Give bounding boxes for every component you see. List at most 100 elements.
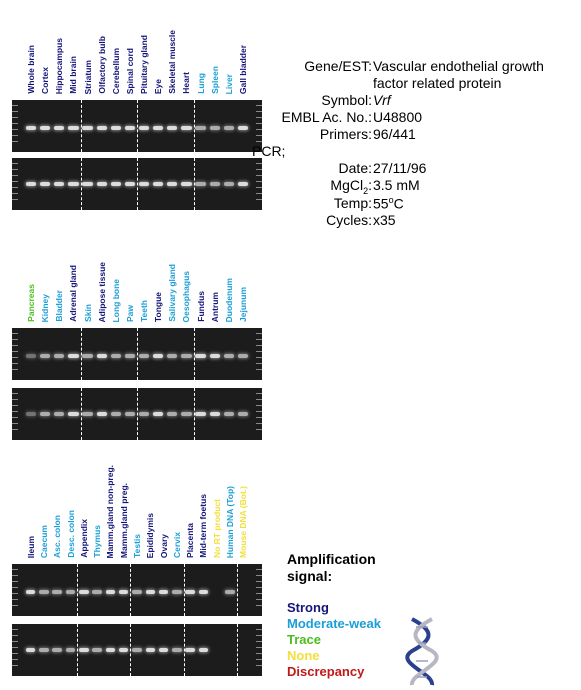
lane-divider bbox=[80, 328, 82, 380]
pcr-band bbox=[124, 412, 135, 416]
primers-value: 96/441 bbox=[373, 126, 416, 142]
panel-1: Whole brain Cortex Hippocampus Mid brain Str… bbox=[12, 2, 262, 212]
lane-divider bbox=[236, 624, 238, 676]
pcr-band bbox=[185, 648, 195, 652]
lane-divider bbox=[80, 158, 82, 210]
pcr-band bbox=[209, 412, 220, 416]
ladder-marker bbox=[12, 564, 18, 616]
lane-label: Striatum bbox=[82, 59, 93, 94]
lane-label: Asc. colon bbox=[52, 515, 63, 558]
pcr-band bbox=[158, 590, 169, 594]
lane-divider bbox=[137, 100, 138, 152]
lane-divider bbox=[80, 100, 82, 152]
legend-discrepancy: Discrepancy bbox=[287, 664, 365, 679]
pcr-band bbox=[167, 354, 178, 358]
lane-label: Cerebellum bbox=[110, 47, 121, 94]
lane-divider bbox=[130, 564, 132, 616]
lane-label: Mamm.gland preg. bbox=[118, 482, 129, 558]
pcr-band bbox=[39, 648, 49, 652]
lane-divider bbox=[130, 624, 132, 676]
legend-title-1: Amplification bbox=[287, 551, 376, 567]
pcr-band bbox=[68, 182, 79, 186]
lane-label: Liver bbox=[223, 73, 234, 94]
ladder-marker bbox=[12, 158, 18, 210]
pcr-band bbox=[110, 182, 121, 186]
lane-divider bbox=[137, 158, 138, 210]
pcr-band bbox=[124, 126, 135, 130]
panel-3: Ileum Caecum Asc. colon Desc. colon Appendix… bbox=[12, 464, 262, 686]
pcr-band bbox=[198, 590, 209, 594]
lane-label: Mamm.gland non-preg. bbox=[105, 464, 116, 559]
lane-divider bbox=[183, 564, 185, 616]
lane-label: Lung bbox=[195, 73, 206, 94]
pcr-band bbox=[96, 126, 107, 130]
lane-label: Cortex bbox=[40, 67, 51, 94]
pcr-band bbox=[65, 648, 76, 652]
pcr-band bbox=[54, 354, 65, 358]
legend-trace: Trace bbox=[287, 632, 321, 647]
pcr-band bbox=[198, 648, 209, 652]
gel-top-3 bbox=[12, 564, 262, 616]
lane-label: Whole brain bbox=[26, 45, 37, 94]
pcr-band bbox=[195, 126, 206, 130]
lane-label: Mouse DNA (Bot.) bbox=[238, 486, 249, 558]
ladder-marker bbox=[12, 624, 18, 676]
lane-label: Heart bbox=[181, 72, 192, 94]
pcr-band bbox=[105, 590, 116, 594]
cycles-value: x35 bbox=[373, 212, 396, 228]
lane-label: Hippocampus bbox=[54, 37, 65, 94]
pcr-band bbox=[54, 182, 65, 186]
lane-label: Oesophagus bbox=[181, 270, 192, 322]
pcr-band bbox=[118, 648, 129, 652]
lane-labels-3: Ileum Caecum Asc. colon Desc. colon Appendix… bbox=[12, 464, 262, 559]
pcr-band bbox=[167, 126, 178, 130]
mgcl-key-suffix: : bbox=[368, 177, 372, 193]
pcr-band bbox=[92, 648, 102, 652]
ladder-marker bbox=[256, 624, 262, 676]
pcr-band bbox=[82, 126, 93, 130]
gel-bottom-3 bbox=[12, 624, 262, 676]
pcr-band bbox=[237, 126, 248, 130]
lane-label: Testis bbox=[132, 534, 142, 558]
pcr-band bbox=[110, 354, 121, 358]
pcr-band bbox=[96, 182, 107, 186]
pcr-band bbox=[40, 126, 51, 130]
pcr-band bbox=[40, 354, 51, 358]
date-key: Date: bbox=[338, 160, 372, 176]
lane-divider bbox=[137, 388, 138, 440]
temp-value-unit: C bbox=[393, 195, 404, 212]
lane-label: Antrum bbox=[209, 291, 220, 322]
lane-label: Cervix bbox=[171, 532, 182, 558]
amplification-legend: Amplification signal: Strong Moderate-we… bbox=[287, 551, 381, 679]
symbol-key: Symbol: bbox=[321, 92, 372, 108]
lane-label: Skin bbox=[82, 304, 93, 322]
pcr-band bbox=[153, 412, 164, 416]
pcr-band bbox=[68, 354, 79, 358]
pcr-band bbox=[181, 354, 192, 358]
pcr-band bbox=[167, 182, 178, 186]
lane-label: Mid brain bbox=[68, 56, 79, 94]
lane-label: Teeth bbox=[139, 299, 150, 322]
primers-key: Primers: bbox=[319, 126, 372, 142]
pcr-key: PCR; bbox=[252, 143, 286, 159]
pcr-band bbox=[54, 126, 65, 130]
lane-label: No RT product bbox=[211, 498, 222, 558]
pcr-band bbox=[79, 648, 89, 652]
pcr-band bbox=[52, 590, 62, 594]
pcr-band bbox=[25, 354, 37, 358]
lane-label: Spinal cord bbox=[124, 47, 135, 94]
lane-label: Fundus bbox=[195, 291, 206, 322]
lane-label: Ovary bbox=[158, 533, 169, 558]
pcr-band bbox=[158, 648, 169, 652]
lane-label: Pancreas bbox=[26, 284, 37, 322]
pcr-band bbox=[138, 182, 150, 186]
pcr-band bbox=[138, 126, 150, 130]
gene-value-2: factor related protein bbox=[373, 75, 502, 91]
lane-label: Adipose tissue bbox=[96, 261, 107, 322]
pcr-band bbox=[118, 590, 129, 594]
lane-divider bbox=[137, 328, 138, 380]
temp-key: Temp: bbox=[333, 195, 372, 211]
pcr-band bbox=[138, 412, 150, 416]
pcr-band bbox=[153, 354, 164, 358]
pcr-band bbox=[195, 354, 206, 358]
